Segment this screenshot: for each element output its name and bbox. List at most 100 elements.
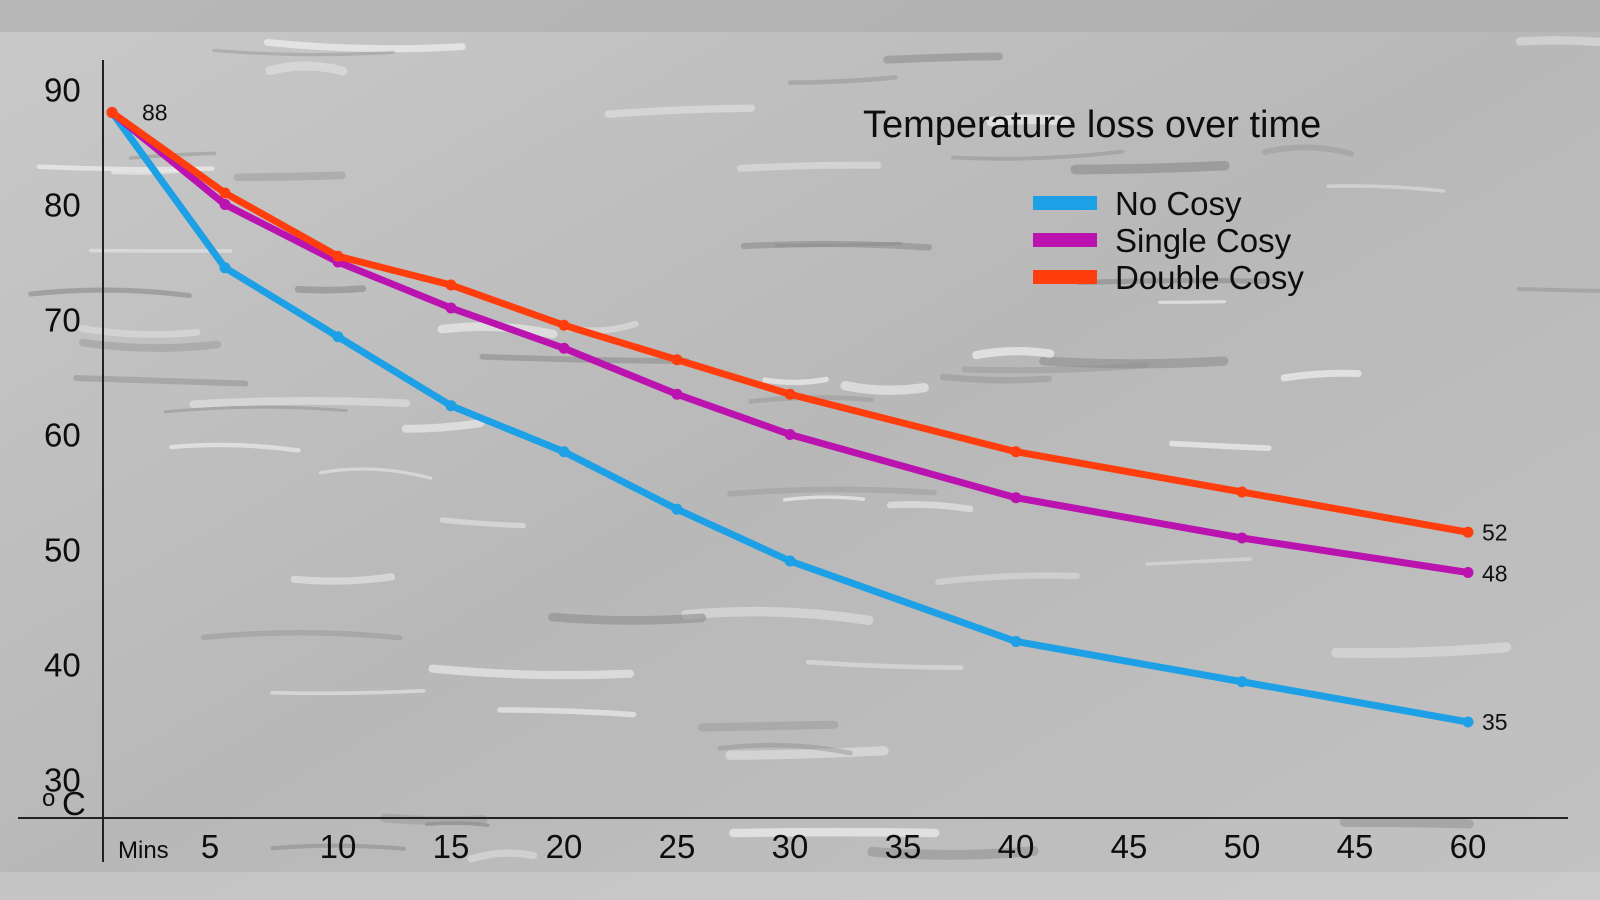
y-tick-label: 70 (44, 302, 81, 339)
foil-streak (867, 846, 1039, 860)
foil-streak (78, 338, 222, 352)
foil-streak (604, 104, 756, 118)
y-tick-label: 30 (44, 762, 81, 799)
foil-streak (263, 38, 466, 53)
data-point (1236, 676, 1248, 688)
legend-swatch (1033, 270, 1097, 284)
foil-streak (1158, 300, 1226, 304)
end-value-label: 35 (1482, 709, 1508, 735)
x-tick-label: 30 (772, 828, 809, 865)
foil-streak (1039, 356, 1229, 369)
data-point (1010, 446, 1022, 458)
data-point (1010, 636, 1022, 647)
foil-streak (233, 171, 346, 182)
x-tick-label: 10 (320, 828, 357, 865)
x-tick-label: 45 (1111, 828, 1148, 865)
foil-streak (1280, 369, 1362, 382)
x-tick-label: 50 (1224, 828, 1261, 865)
foil-streak (1331, 642, 1512, 659)
y-tick-label: 50 (44, 532, 81, 569)
foil-streak (401, 419, 485, 433)
foil-streak (428, 664, 635, 680)
data-point (1462, 716, 1474, 728)
data-point (1462, 567, 1474, 578)
chart-title: Temperature loss over time (863, 104, 1321, 146)
legend-swatch (1033, 233, 1097, 247)
data-point (219, 199, 231, 210)
data-point (784, 429, 796, 440)
foil-streak (548, 612, 707, 625)
foil-streak (1339, 817, 1474, 829)
y-tick-label: 40 (44, 647, 81, 684)
foil-streak (497, 707, 637, 718)
series-line-double-cosy (108, 109, 1472, 536)
foil-streak (270, 689, 426, 696)
data-point (219, 187, 231, 199)
end-value-label: 52 (1482, 519, 1508, 545)
foil-streak (439, 517, 526, 529)
x-tick-label: 45 (1337, 828, 1374, 865)
foil-streak (1169, 440, 1272, 452)
foil-streak (951, 149, 1124, 161)
x-tick-label: 35 (885, 828, 922, 865)
y-tick-label: 60 (44, 417, 81, 454)
axes (18, 60, 1568, 862)
foil-streak (294, 285, 367, 294)
foil-streak (1261, 144, 1355, 157)
foil-streak (1145, 557, 1252, 566)
foil-streak (886, 501, 974, 513)
foil-streak (972, 346, 1055, 360)
x-tick-label: 15 (433, 828, 470, 865)
foil-streak (1516, 286, 1600, 293)
y-tick-label: 90 (44, 72, 81, 109)
foil-streak (424, 821, 490, 828)
foil-streak (290, 573, 396, 585)
data-point (106, 107, 118, 118)
foil-streak (986, 114, 1071, 127)
data-point (671, 388, 683, 400)
y-tick-label: 80 (44, 187, 81, 224)
data-point (332, 331, 344, 343)
data-point (558, 446, 570, 458)
data-point (558, 319, 570, 331)
foil-streak (78, 325, 201, 338)
foil-streak (169, 442, 301, 453)
foil-streak (163, 405, 348, 414)
end-value-label: 48 (1482, 561, 1508, 587)
foil-streak (467, 849, 538, 863)
foil-streak (28, 287, 192, 299)
data-point (332, 250, 344, 262)
foil-streak (1326, 184, 1446, 193)
legend-swatch (1033, 196, 1097, 210)
legend-label: Double Cosy (1115, 259, 1304, 296)
x-tick-label: 20 (546, 828, 583, 865)
foil-streak (1515, 36, 1600, 47)
foil-streak (840, 381, 929, 395)
foil-streak (736, 161, 882, 172)
legend-label: Single Cosy (1115, 222, 1292, 259)
foil-streak (698, 720, 839, 732)
data-point (1010, 492, 1022, 504)
data-point (1236, 532, 1248, 544)
data-point (671, 354, 683, 366)
foil-streak (788, 75, 898, 85)
x-tick-label: 25 (659, 828, 696, 865)
foil-streak (681, 606, 874, 626)
foil-streak (883, 52, 1003, 64)
foil-streak (200, 630, 403, 641)
foil-streak (729, 827, 940, 838)
data-point (671, 503, 683, 515)
foil-streak (1070, 160, 1230, 175)
series-line-no-cosy (108, 109, 1472, 726)
data-point (784, 388, 796, 400)
foil-streak (805, 659, 964, 670)
data-point (219, 262, 231, 274)
foil-streak (762, 376, 829, 386)
foil-streak (73, 375, 249, 387)
y-unit-letter: C (62, 785, 86, 822)
foil-streak (1075, 277, 1269, 286)
